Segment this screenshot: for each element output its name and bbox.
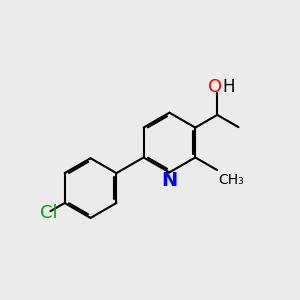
Text: CH₃: CH₃ <box>219 173 244 187</box>
Text: N: N <box>161 171 178 190</box>
Text: O: O <box>208 78 222 96</box>
Text: H: H <box>223 77 235 95</box>
Text: Cl: Cl <box>40 204 58 222</box>
